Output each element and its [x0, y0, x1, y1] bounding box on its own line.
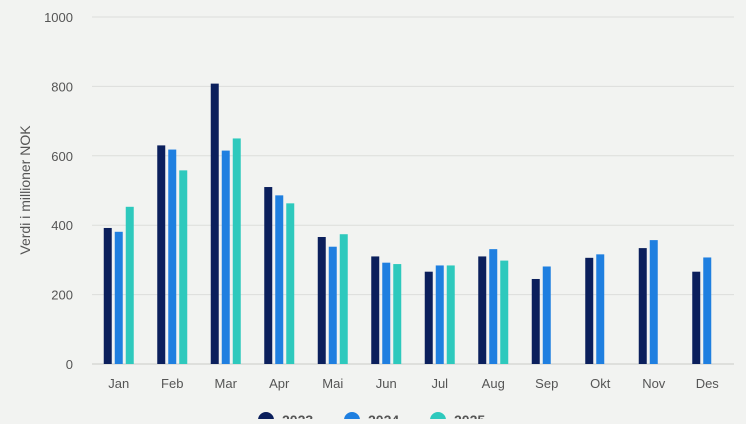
- x-tick-label: Mar: [215, 376, 238, 391]
- legend-label: 2024: [368, 412, 399, 419]
- y-tick-label: 200: [51, 288, 73, 303]
- bar-2024-Sep[interactable]: [542, 266, 551, 364]
- x-axis-ticks: Jan Feb Mar Apr Mai Jun Jul Aug Sep Okt Nov Des: [108, 376, 719, 391]
- bar-2025-Jul[interactable]: [446, 265, 455, 364]
- legend-label: 2025: [454, 412, 485, 419]
- x-tick-label: Des: [696, 376, 720, 391]
- bar-2025-Aug[interactable]: [500, 260, 509, 364]
- bar-2024-Nov[interactable]: [649, 240, 658, 364]
- bar-2024-Mar[interactable]: [221, 150, 230, 364]
- bar-2023-Jun[interactable]: [371, 256, 380, 364]
- x-tick-label: Jun: [376, 376, 397, 391]
- bar-2025-Mar[interactable]: [232, 138, 241, 364]
- y-tick-label: 600: [51, 149, 73, 164]
- legend-item-2025[interactable]: 2025: [430, 412, 485, 424]
- bar-2023-Apr[interactable]: [264, 187, 273, 364]
- bar-2024-Feb[interactable]: [168, 149, 177, 364]
- bar-2024-Aug[interactable]: [489, 249, 498, 364]
- legend[interactable]: 2023 2024 2025: [258, 412, 485, 424]
- y-tick-label: 0: [66, 357, 73, 372]
- legend-marker: [430, 412, 446, 424]
- x-tick-label: Jan: [108, 376, 129, 391]
- x-tick-label: Mai: [322, 376, 343, 391]
- x-tick-label: Feb: [161, 376, 183, 391]
- grid: [92, 16, 734, 365]
- bar-2023-Feb[interactable]: [157, 145, 166, 364]
- x-tick-label: Jul: [431, 376, 448, 391]
- bar-2025-Apr[interactable]: [286, 203, 295, 364]
- x-tick-label: Sep: [535, 376, 558, 391]
- legend-marker: [258, 412, 274, 424]
- bar-2024-Jul[interactable]: [435, 265, 444, 364]
- bar-2023-Mai[interactable]: [317, 236, 326, 364]
- legend-item-2024[interactable]: 2024: [344, 412, 399, 424]
- x-tick-label: Okt: [590, 376, 611, 391]
- y-axis-ticks: 0 200 400 600 800 1000: [44, 10, 73, 372]
- bar-2024-Okt[interactable]: [596, 254, 605, 364]
- legend-marker: [344, 412, 360, 424]
- bar-2023-Sep[interactable]: [531, 278, 540, 364]
- bar-2024-Des[interactable]: [703, 257, 712, 364]
- bars: [103, 83, 712, 365]
- bar-2025-Mai[interactable]: [339, 234, 348, 364]
- x-tick-label: Aug: [482, 376, 505, 391]
- bar-2024-Apr[interactable]: [275, 195, 284, 364]
- bar-2023-Nov[interactable]: [638, 248, 647, 364]
- bar-2023-Jan[interactable]: [103, 227, 112, 364]
- bar-2023-Aug[interactable]: [478, 256, 487, 364]
- y-axis-label: Verdi i millioner NOK: [17, 125, 33, 255]
- bar-2023-Jul[interactable]: [424, 271, 433, 364]
- bar-2023-Mar[interactable]: [210, 83, 219, 365]
- bar-2025-Jun[interactable]: [393, 264, 402, 364]
- y-tick-label: 400: [51, 218, 73, 233]
- bar-2024-Jun[interactable]: [382, 262, 391, 364]
- legend-label: 2023: [282, 412, 313, 419]
- y-tick-label: 800: [51, 79, 73, 94]
- x-tick-label: Nov: [642, 376, 666, 391]
- bar-2024-Jan[interactable]: [114, 231, 123, 364]
- y-tick-label: 1000: [44, 10, 73, 25]
- legend-item-2023[interactable]: 2023: [258, 412, 313, 424]
- bar-2025-Feb[interactable]: [179, 170, 188, 364]
- x-tick-label: Apr: [269, 376, 290, 391]
- bar-2024-Mai[interactable]: [328, 246, 337, 364]
- bar-2025-Jan[interactable]: [125, 206, 134, 364]
- bar-2023-Des[interactable]: [692, 271, 701, 364]
- bar-2023-Okt[interactable]: [585, 257, 594, 364]
